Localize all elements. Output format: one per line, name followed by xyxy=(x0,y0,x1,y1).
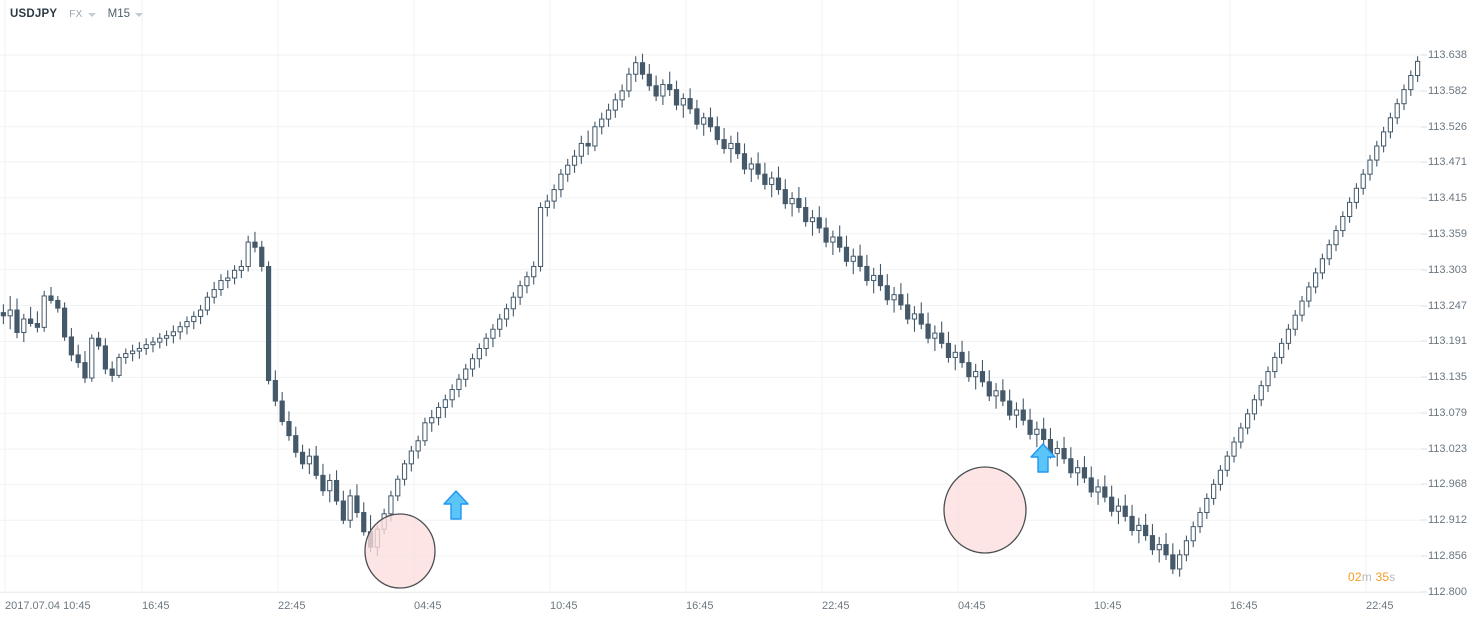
time-tick-label: 04:45 xyxy=(414,600,442,612)
timeframe-label: M15 xyxy=(107,8,130,20)
time-tick-label: 2017.07.04 10:45 xyxy=(5,600,91,612)
price-tick-dash xyxy=(1421,54,1427,56)
market-selector[interactable]: FX xyxy=(69,8,96,20)
price-tick-dash xyxy=(1421,519,1427,521)
time-tick-label: 22:45 xyxy=(1366,600,1394,612)
time-tick-label: 10:45 xyxy=(550,600,578,612)
price-tick-label: 112.912 xyxy=(1428,514,1467,527)
countdown-minutes: 02 xyxy=(1348,570,1362,584)
market-label: FX xyxy=(69,8,83,20)
price-tick-label: 113.303 xyxy=(1428,263,1467,276)
price-tick-dash xyxy=(1421,412,1427,414)
chevron-down-icon xyxy=(134,13,143,17)
price-tick-dash xyxy=(1421,555,1427,557)
price-tick-dash xyxy=(1421,340,1427,342)
countdown-seconds-unit: s xyxy=(1389,570,1396,584)
price-tick-label: 112.856 xyxy=(1428,550,1467,563)
price-tick-dash xyxy=(1421,269,1427,271)
time-tick-label: 10:45 xyxy=(1094,600,1122,612)
price-tick-dash xyxy=(1421,197,1427,199)
symbol-label[interactable]: USDJPY xyxy=(10,8,58,20)
price-axis[interactable]: 113.638 113.582 113.526 113.471 113.415 113.3… xyxy=(1421,0,1481,624)
time-tick-label: 16:45 xyxy=(1230,600,1258,612)
time-tick-label: 16:45 xyxy=(142,600,170,612)
price-tick-label: 113.471 xyxy=(1428,156,1467,168)
signal-annotations xyxy=(364,443,1056,589)
price-tick-label: 113.582 xyxy=(1428,84,1467,97)
price-tick-dash xyxy=(1421,483,1427,485)
chart-plot-area[interactable] xyxy=(0,0,1421,592)
price-tick-label: 113.638 xyxy=(1428,49,1467,61)
time-tick-label: 22:45 xyxy=(822,600,850,612)
price-tick-label: 113.415 xyxy=(1428,191,1467,204)
countdown-seconds: 35 xyxy=(1375,570,1390,584)
chevron-down-icon xyxy=(87,13,96,17)
price-tick-label: 113.135 xyxy=(1428,371,1467,384)
chart-toolbar: USDJPY FX M15 xyxy=(0,0,1481,28)
price-tick-label: 113.023 xyxy=(1428,443,1467,456)
price-tick-dash xyxy=(1421,126,1427,128)
price-tick-label: 112.968 xyxy=(1428,478,1467,491)
price-tick-label: 112.800 xyxy=(1428,586,1467,598)
price-tick-dash xyxy=(1421,90,1427,92)
price-tick-label: 113.191 xyxy=(1428,335,1467,348)
price-tick-dash xyxy=(1421,233,1427,235)
price-tick-label: 113.359 xyxy=(1428,227,1467,240)
price-tick-dash xyxy=(1421,161,1427,163)
countdown-minutes-unit: m xyxy=(1361,570,1372,584)
timeframe-selector[interactable]: M15 xyxy=(108,8,143,20)
price-tick-dash xyxy=(1421,448,1427,450)
price-tick-dash xyxy=(1421,305,1427,307)
bar-countdown-timer: 02m 35s xyxy=(1348,570,1395,584)
time-axis[interactable]: 2017.07.04 10:45 16:45 22:45 04:45 10:45 16:4… xyxy=(0,592,1421,624)
price-tick-label: 113.526 xyxy=(1428,120,1467,133)
time-tick-label: 22:45 xyxy=(278,600,306,612)
price-tick-label: 113.247 xyxy=(1428,299,1467,312)
time-tick-label: 04:45 xyxy=(958,600,986,612)
price-tick-dash xyxy=(1421,591,1427,593)
price-tick-label: 113.079 xyxy=(1428,407,1467,420)
time-tick-label: 16:45 xyxy=(686,600,714,612)
price-tick-dash xyxy=(1421,376,1427,378)
